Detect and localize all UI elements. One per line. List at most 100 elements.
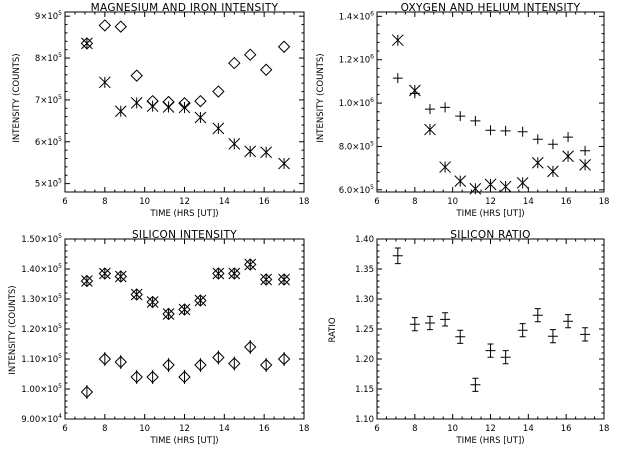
diamond-marker xyxy=(194,94,207,108)
diamond-marker xyxy=(98,19,112,32)
x-axis-label: TIME (HRS [UT]) xyxy=(455,209,524,219)
plus-marker xyxy=(547,139,558,150)
errorbar-marker xyxy=(485,343,496,358)
plus-marker xyxy=(580,145,591,156)
x-tick-label: 8 xyxy=(412,197,417,207)
asterisk-marker xyxy=(81,275,93,287)
diamond-marker xyxy=(244,48,257,61)
asterisk-marker xyxy=(98,76,111,89)
x-tick-label: 18 xyxy=(599,424,610,434)
diamond-marker xyxy=(130,69,143,82)
asterisk-marker xyxy=(194,294,207,307)
y-tick-label: 8×105 xyxy=(35,52,62,64)
asterisk-marker xyxy=(194,111,207,124)
panel-title: SILICON RATIO xyxy=(450,229,530,241)
y-tick-label: 8.0×105 xyxy=(339,140,374,152)
asterisk-marker xyxy=(562,150,574,163)
y-axis-label: INTENSITY (COUNTS) xyxy=(12,53,22,142)
asterisk-marker xyxy=(278,273,290,286)
errorbar-marker xyxy=(392,247,403,265)
asterisk-marker xyxy=(547,165,559,178)
x-axis-label: TIME (HRS [UT]) xyxy=(149,209,218,219)
asterisk-marker xyxy=(146,296,159,308)
errorbar-marker xyxy=(547,329,558,344)
errorbar-marker xyxy=(532,308,543,323)
asterisk-marker xyxy=(469,182,482,195)
y-tick-label: 6.0×105 xyxy=(339,184,374,196)
asterisk-marker xyxy=(228,267,241,280)
errorbar-marker xyxy=(470,377,481,392)
y-tick-label: 1.20 xyxy=(355,355,374,365)
asterisk-marker xyxy=(484,178,497,191)
plus-marker xyxy=(470,115,481,126)
asterisk-marker xyxy=(439,161,451,173)
y-tick-label: 1.0×106 xyxy=(339,97,374,109)
x-tick-label: 14 xyxy=(219,424,230,434)
x-tick-label: 16 xyxy=(561,197,572,207)
y-tick-label: 1.20×105 xyxy=(21,323,62,335)
y-tick-label: 1.50×105 xyxy=(21,233,62,245)
y-tick-label: 1.40×105 xyxy=(21,263,62,275)
y-tick-label: 5×105 xyxy=(35,178,62,190)
x-tick-label: 6 xyxy=(62,424,67,434)
diamond-marker xyxy=(228,56,241,70)
plus-marker xyxy=(532,134,543,145)
asterisk-marker xyxy=(178,303,191,316)
y-tick-label: 1.2×106 xyxy=(339,54,374,66)
x-tick-label: 6 xyxy=(374,424,379,434)
panel-title: OXYGEN AND HELIUM INTENSITY xyxy=(401,2,581,14)
asterisk-marker xyxy=(454,175,467,188)
diamond-marker xyxy=(114,20,127,33)
plot-frame xyxy=(376,11,605,193)
asterisk-marker xyxy=(579,159,591,171)
errorbar-marker xyxy=(409,317,420,332)
y-tick-label: 6×105 xyxy=(35,136,62,148)
diamond-marker xyxy=(259,63,273,76)
asterisk-marker xyxy=(162,308,175,320)
x-tick-label: 14 xyxy=(523,197,534,207)
x-tick-label: 10 xyxy=(447,197,458,207)
x-tick-label: 8 xyxy=(102,197,107,207)
magnesium-iron-panel: MAGNESIUM AND IRON INTENSITY TIME (HRS [… xyxy=(12,2,309,219)
x-tick-label: 18 xyxy=(599,197,610,207)
y-tick-label: 9×105 xyxy=(35,10,62,22)
asterisk-marker xyxy=(244,258,257,271)
y-axis-label: INTENSITY (COUNTS) xyxy=(8,285,18,374)
x-tick-label: 10 xyxy=(139,197,150,207)
plus-marker xyxy=(517,126,528,137)
asterisk-marker xyxy=(260,273,273,286)
y-axis-label: RATIO xyxy=(328,317,338,342)
panel-title: SILICON INTENSITY xyxy=(132,229,237,241)
asterisk-marker xyxy=(162,101,175,113)
y-axis-label: INTENSITY (COUNTS) xyxy=(316,53,326,142)
oxygen-helium-panel: OXYGEN AND HELIUM INTENSITY TIME (HRS [U… xyxy=(316,2,609,219)
asterisk-marker xyxy=(260,146,273,159)
errorbar-marker xyxy=(563,314,574,329)
errorbar-marker xyxy=(517,323,528,338)
asterisk-marker xyxy=(531,156,544,169)
x-tick-label: 12 xyxy=(179,197,190,207)
plot-frame xyxy=(64,238,305,420)
y-tick-label: 1.15 xyxy=(355,385,374,395)
x-tick-label: 14 xyxy=(523,424,534,434)
y-tick-label: 1.40 xyxy=(355,235,374,245)
asterisk-marker xyxy=(212,267,225,280)
x-tick-label: 12 xyxy=(485,197,496,207)
asterisk-marker xyxy=(130,288,143,301)
x-tick-label: 10 xyxy=(447,424,458,434)
asterisk-marker xyxy=(244,145,257,158)
diamond-marker xyxy=(212,85,225,98)
asterisk-marker xyxy=(391,34,404,47)
y-tick-label: 1.00×105 xyxy=(21,383,62,395)
errorbar-marker xyxy=(424,315,435,331)
x-axis-label: TIME (HRS [UT]) xyxy=(149,436,218,446)
y-tick-label: 7×105 xyxy=(35,94,62,106)
x-tick-label: 16 xyxy=(259,424,270,434)
asterisk-marker xyxy=(408,84,421,97)
asterisk-marker xyxy=(228,138,241,150)
x-tick-label: 14 xyxy=(219,197,230,207)
asterisk-marker xyxy=(146,100,159,113)
plus-marker xyxy=(563,132,574,143)
x-tick-label: 8 xyxy=(102,424,107,434)
